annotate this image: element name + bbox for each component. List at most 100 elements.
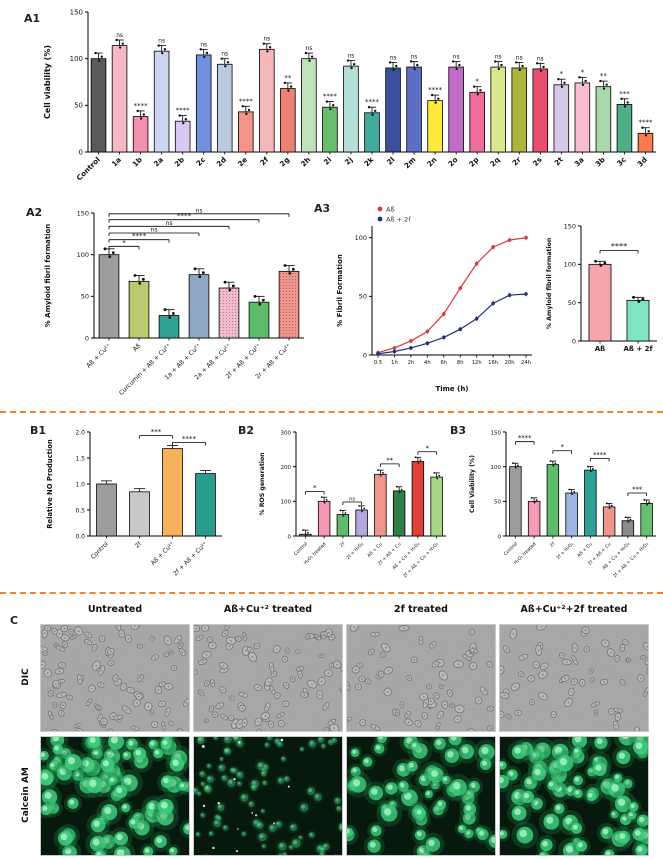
- svg-text:2s: 2s: [531, 155, 544, 168]
- svg-text:****: ****: [134, 102, 149, 110]
- svg-text:ns: ns: [221, 52, 228, 58]
- bar-2c: [195, 54, 212, 153]
- svg-text:2f: 2f: [258, 154, 271, 167]
- svg-text:150: 150: [491, 430, 502, 436]
- svg-text:2f + Aß + Cu²⁺: 2f + Aß + Cu²⁺: [172, 540, 209, 577]
- svg-text:2i: 2i: [322, 155, 334, 167]
- svg-text:ns: ns: [263, 37, 270, 43]
- svg-text:16h: 16h: [488, 360, 498, 366]
- bar-2f: [336, 514, 350, 537]
- svg-text:2f: 2f: [549, 541, 557, 549]
- svg-text:ns: ns: [390, 55, 397, 61]
- svg-text:2h: 2h: [408, 360, 415, 366]
- bar-Aß + Cu: [374, 473, 387, 537]
- svg-text:150: 150: [564, 222, 576, 230]
- svg-text:0.0: 0.0: [75, 533, 85, 540]
- svg-text:% ROS generation: % ROS generation: [259, 452, 266, 515]
- chart-svg-A3b: 0 50 100 150 % Amyloid fibril formation Aß Aß …: [546, 222, 657, 353]
- svg-text:1h: 1h: [391, 360, 398, 366]
- svg-text:****: ****: [132, 231, 147, 240]
- chart-a1-cell-viability: 0 50 100 150 Cell viability (%) Control ns 1a **…: [38, 2, 658, 198]
- bar-Aß + 2f: [626, 299, 650, 342]
- svg-text:ns: ns: [116, 33, 123, 39]
- svg-text:Aß: Aß: [595, 345, 605, 353]
- chart-svg-B1: 0.0 0.5 1.0 1.5 2.0 Relative NO Production Con…: [46, 427, 222, 577]
- svg-text:ns: ns: [349, 497, 355, 503]
- svg-text:2m: 2m: [402, 155, 417, 170]
- bar-Control: [96, 483, 117, 537]
- micro-calcein-abcu-treated: [193, 736, 343, 856]
- bar-Aß + Cu + H₂O₂: [621, 520, 635, 537]
- svg-text:Cell viability (%): Cell viability (%): [43, 45, 52, 119]
- svg-text:3a: 3a: [572, 155, 585, 168]
- section-separator-ab: [0, 411, 663, 413]
- svg-text:***: ***: [632, 486, 643, 494]
- svg-text:2o: 2o: [446, 155, 459, 168]
- svg-text:ns: ns: [200, 42, 207, 48]
- bar-2f + H₂O₂: [355, 509, 368, 537]
- svg-text:****: ****: [638, 119, 653, 127]
- svg-text:0: 0: [85, 334, 89, 342]
- chart-a3-fibril-kinetics: 0 50 100 % Fibril Formation 0.5 1h 2h 4h 6h 8h 12h…: [330, 202, 540, 397]
- bar-2g: [280, 88, 296, 153]
- svg-text:Aß + Cu: Aß + Cu: [366, 541, 384, 559]
- svg-text:100: 100: [564, 261, 576, 269]
- bar-2k: [364, 112, 380, 153]
- micro-dic-untreated: [40, 624, 190, 732]
- svg-text:0.5: 0.5: [374, 360, 382, 366]
- bar-2j: [343, 65, 359, 153]
- bar-2e: [238, 111, 254, 153]
- bar-2m: [406, 66, 422, 153]
- svg-text:2a: 2a: [152, 155, 165, 168]
- svg-text:2j: 2j: [343, 155, 355, 167]
- bar-2a + Aß + Cu²⁺: [218, 287, 240, 339]
- svg-text:****: ****: [593, 451, 607, 459]
- svg-text:Aß: Aß: [386, 206, 395, 214]
- micro-dic-abcu2f-treated: [499, 624, 649, 732]
- svg-text:Aß + 2f: Aß + 2f: [623, 345, 653, 353]
- svg-text:**: **: [284, 74, 292, 82]
- svg-text:12h: 12h: [472, 360, 482, 366]
- bar-H₂O₂ treated: [527, 500, 541, 537]
- bar-2p: [469, 91, 485, 153]
- svg-text:150: 150: [77, 209, 89, 217]
- svg-text:50: 50: [74, 102, 83, 110]
- svg-text:*: *: [426, 444, 430, 452]
- svg-text:2f + Aß + Cu + H₂O₂: 2f + Aß + Cu + H₂O₂: [402, 541, 440, 579]
- svg-text:*: *: [122, 238, 126, 247]
- bar-3c: [616, 104, 633, 153]
- svg-text:0: 0: [572, 337, 576, 345]
- svg-text:Aß + Cu: Aß + Cu: [576, 541, 594, 559]
- svg-text:ns: ns: [196, 207, 203, 214]
- svg-text:2b: 2b: [173, 155, 187, 169]
- bar-2f + Aß + Cu + H₂O₂: [430, 476, 443, 537]
- svg-text:% Amyloid fibril formation: % Amyloid fibril formation: [546, 238, 553, 330]
- bar-2f + Aß + Cu²⁺: [195, 473, 216, 537]
- svg-text:2t: 2t: [552, 155, 565, 168]
- svg-text:****: ****: [365, 98, 380, 106]
- svg-text:***: ***: [619, 90, 630, 98]
- bar-2o: [448, 66, 464, 153]
- bar-2r + Aß + Cu²⁺: [278, 270, 300, 339]
- panel-label-b2: B2: [238, 424, 255, 437]
- svg-text:2g: 2g: [278, 155, 292, 169]
- column-header-abcu-treated: Aß+Cu⁺² treated: [223, 604, 313, 615]
- svg-text:ns: ns: [411, 54, 418, 60]
- svg-text:50: 50: [359, 293, 367, 301]
- svg-text:2f + Aß + Cu + H₂O₂: 2f + Aß + Cu + H₂O₂: [612, 541, 650, 579]
- micro-1-svg: [194, 625, 342, 731]
- svg-text:ns: ns: [453, 54, 460, 60]
- bar-2f + Aß + Cu + H₂O₂: [640, 503, 653, 537]
- chart-a2-amyloid-fibril: 0 50 100 150 % Amyloid fibril formation Aß + …: [36, 200, 308, 408]
- svg-text:ns: ns: [151, 227, 158, 234]
- svg-text:50: 50: [494, 500, 501, 506]
- svg-text:**: **: [386, 456, 393, 464]
- bar-Aß + Cu²⁺: [98, 254, 120, 339]
- svg-text:Control: Control: [293, 541, 309, 557]
- svg-text:****: ****: [611, 241, 627, 251]
- micro-0-svg: [41, 625, 189, 731]
- bar-2b: [174, 120, 191, 153]
- micro-2-svg: [347, 625, 495, 731]
